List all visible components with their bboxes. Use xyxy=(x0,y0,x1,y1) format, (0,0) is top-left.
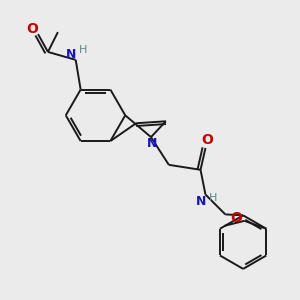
Text: N: N xyxy=(147,136,157,149)
Text: H: H xyxy=(78,45,87,55)
Text: N: N xyxy=(196,195,207,208)
Text: H: H xyxy=(209,193,218,202)
Text: N: N xyxy=(66,48,76,62)
Text: O: O xyxy=(231,211,242,225)
Text: O: O xyxy=(26,22,38,36)
Text: O: O xyxy=(202,133,213,147)
